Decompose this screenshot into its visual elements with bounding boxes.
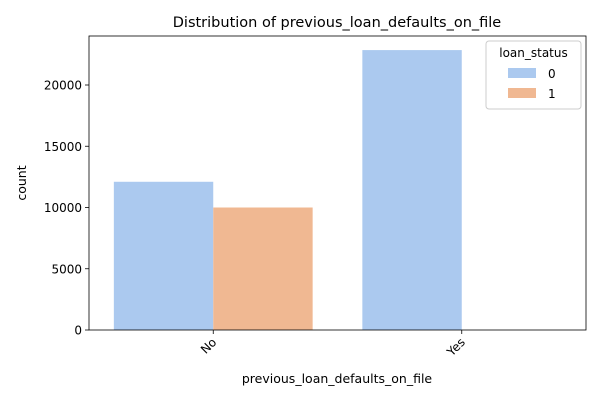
y-axis: 0 5000 10000 15000 20000 bbox=[44, 79, 89, 338]
y-tick-label: 0 bbox=[74, 324, 82, 338]
bars-group bbox=[113, 50, 462, 331]
x-tick-label-no: No bbox=[198, 335, 219, 356]
x-tick-label-yes: Yes bbox=[444, 335, 468, 359]
bar-yes-series-0 bbox=[362, 50, 462, 331]
legend-label-series-0: 0 bbox=[548, 67, 556, 81]
legend-title: loan_status bbox=[499, 46, 568, 60]
chart-title: Distribution of previous_loan_defaults_o… bbox=[173, 15, 502, 31]
legend-swatch-series-0 bbox=[508, 68, 536, 78]
legend-swatch-series-1 bbox=[508, 88, 536, 98]
y-tick-label: 15000 bbox=[44, 140, 82, 154]
y-axis-label: count bbox=[14, 165, 29, 200]
bar-no-series-0 bbox=[113, 181, 214, 330]
legend: loan_status 0 1 bbox=[485, 40, 582, 110]
legend-label-series-1: 1 bbox=[548, 87, 556, 101]
y-tick-label: 10000 bbox=[44, 201, 82, 215]
x-axis: No Yes bbox=[198, 330, 468, 360]
x-axis-label: previous_loan_defaults_on_file bbox=[242, 371, 433, 386]
bar-no-series-1 bbox=[213, 207, 313, 330]
plot-frame bbox=[88, 35, 587, 331]
y-tick-label: 5000 bbox=[51, 262, 82, 276]
y-tick-label: 20000 bbox=[44, 79, 82, 93]
